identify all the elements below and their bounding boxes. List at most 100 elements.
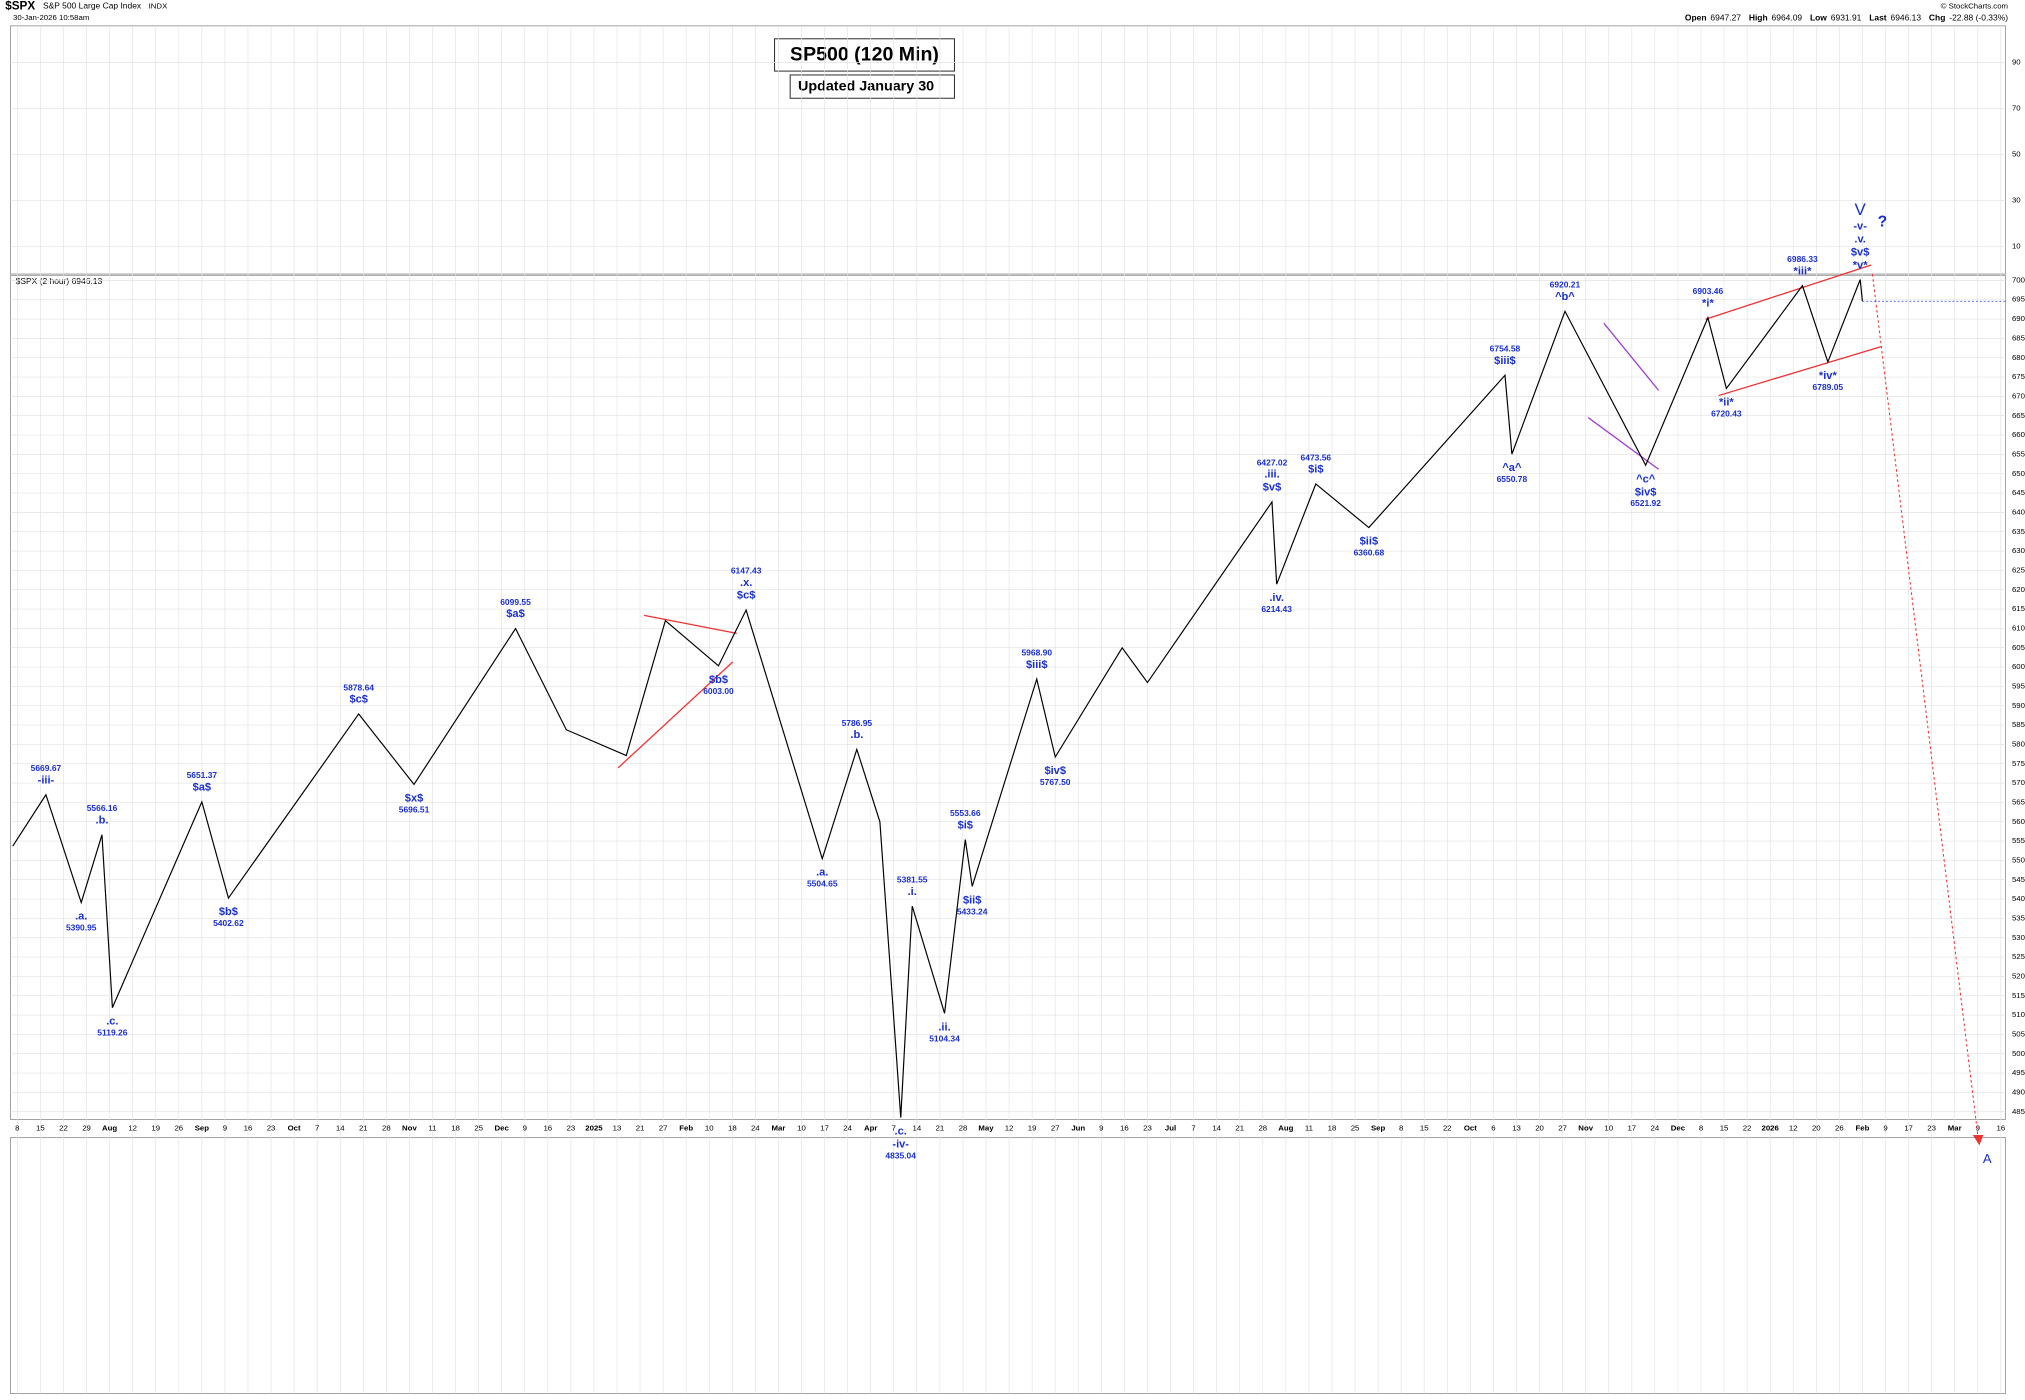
wave-label: $i$ <box>1308 464 1323 476</box>
wave-label: 6903.46 <box>1693 286 1724 296</box>
wave-label: *v* <box>1853 259 1868 271</box>
x-tick-label: 14 <box>912 1124 921 1133</box>
quote-value: 6946.13 <box>1891 12 1922 22</box>
wave-label: ^b^ <box>1555 291 1575 303</box>
x-tick-label: 18 <box>451 1124 460 1133</box>
wave-label: .i. <box>908 886 917 898</box>
y-tick-label: 5850 <box>2012 720 2025 729</box>
x-tick-label: 22 <box>1443 1124 1452 1133</box>
y-tick-label: 5300 <box>2012 933 2025 942</box>
wave-label: 6427.02 <box>1257 457 1288 467</box>
x-tick-label: 2025 <box>585 1124 603 1133</box>
x-tick-label: 15 <box>1420 1124 1429 1133</box>
x-tick-label: 11 <box>1305 1124 1313 1133</box>
wave-label: 6003.00 <box>703 686 734 696</box>
wave-label: 6360.68 <box>1354 548 1385 558</box>
wave-label: ^a^ <box>1502 462 1522 474</box>
y-tick-label: 30 <box>2012 196 2021 205</box>
x-tick-label: Nov <box>402 1124 417 1133</box>
y-tick-label: 5000 <box>2012 1049 2025 1058</box>
x-tick-label: 27 <box>1051 1124 1060 1133</box>
y-tick-label: 6700 <box>2012 391 2025 400</box>
y-tick-label: 70 <box>2012 104 2021 113</box>
x-tick-label: Mar <box>772 1124 786 1133</box>
wave-label: -iv- <box>892 1139 909 1151</box>
index-name: S&P 500 Large Cap Index <box>43 1 142 11</box>
x-tick-label: Oct <box>1464 1124 1477 1133</box>
x-tick-label: 14 <box>336 1124 345 1133</box>
marks: 5669.67-iii-.a.5390.955566.16.b..c.5119.… <box>12 200 2006 1161</box>
x-tick-label: 23 <box>567 1124 576 1133</box>
y-tick-label: 5250 <box>2012 952 2025 961</box>
wave-label: .a. <box>75 911 87 923</box>
wave-label: 5566.16 <box>87 803 118 813</box>
x-tick-label: 2026 <box>1762 1124 1780 1133</box>
wave-label: -v- <box>1853 221 1867 233</box>
x-tick-label: 10 <box>797 1124 806 1133</box>
x-tick-label: 10 <box>705 1124 714 1133</box>
wave-label: 4835.04 <box>885 1151 916 1161</box>
y-tick-label: 4900 <box>2012 1087 2025 1096</box>
x-tick-label: 13 <box>613 1124 622 1133</box>
wave-label: 5696.51 <box>399 805 430 815</box>
title-box <box>774 38 955 72</box>
x-tick-label: 22 <box>59 1124 68 1133</box>
y-tick-label: 5750 <box>2012 759 2025 768</box>
x-tick-label: 8 <box>15 1124 19 1133</box>
x-tick-label: 12 <box>128 1124 137 1133</box>
x-tick-label: 23 <box>267 1124 276 1133</box>
x-tick-label: 19 <box>1028 1124 1037 1133</box>
trendline <box>617 661 734 769</box>
trendline <box>644 614 737 635</box>
x-tick-label: 16 <box>1120 1124 1129 1133</box>
wave-label: .x. <box>740 577 752 589</box>
x-tick-label: 7 <box>1191 1124 1195 1133</box>
subtitle-box <box>789 74 955 99</box>
x-tick-label: 21 <box>936 1124 945 1133</box>
wave-label: 6986.33 <box>1787 254 1818 264</box>
wave-label: .b. <box>96 815 109 827</box>
x-tick-label: 22 <box>1743 1124 1752 1133</box>
y-tick-label: 6000 <box>2012 662 2025 671</box>
wave-label: 6920.21 <box>1550 280 1581 290</box>
legend: $SPX (2 hour) 6946.13 <box>16 276 103 286</box>
x-tick-label: 18 <box>728 1124 737 1133</box>
x-tick-label: 16 <box>543 1124 552 1133</box>
x-tick-label: 26 <box>174 1124 183 1133</box>
wave-label: $c$ <box>349 694 367 706</box>
wave-label: $b$ <box>709 674 728 686</box>
y-tick-label: 5400 <box>2012 894 2025 903</box>
date: 30-Jan-2026 10:58am <box>13 13 89 22</box>
quote-label: Chg <box>1929 12 1945 22</box>
y-tick-label: 5050 <box>2012 1029 2025 1038</box>
wave-label: $v$ <box>1263 482 1281 494</box>
wave-label: 6754.58 <box>1490 344 1521 354</box>
wave-label: 6099.55 <box>500 597 531 607</box>
x-tick-label: Mar <box>1948 1124 1962 1133</box>
wave-label: 5119.26 <box>97 1028 127 1038</box>
y-tick-label: 6050 <box>2012 643 2025 652</box>
x-tick-label: Dec <box>1671 1124 1686 1133</box>
wave-label: .ii. <box>938 1022 950 1034</box>
x-tick-label: Aug <box>102 1124 117 1133</box>
x-tick-label: May <box>978 1124 994 1133</box>
wave-label: 5504.65 <box>807 879 838 889</box>
wave-label: $a$ <box>193 782 211 794</box>
y-tick-label: 50 <box>2012 150 2021 159</box>
credit: © StockCharts.com <box>1941 2 2008 11</box>
x-tick-label: 11 <box>428 1124 436 1133</box>
x-tick-label: 17 <box>1904 1124 1913 1133</box>
wave-label: $x$ <box>405 793 423 805</box>
wave-label: 6789.05 <box>1813 382 1844 392</box>
x-tick-label: Sep <box>1371 1124 1386 1133</box>
y-tick-label: 6950 <box>2012 295 2025 304</box>
quote-value: 6964.09 <box>1772 12 1803 22</box>
wave-label: $v$ <box>1851 246 1869 258</box>
x-tick-label: 24 <box>843 1124 852 1133</box>
wave-label: *iv* <box>1819 370 1838 382</box>
x-tick-label: Feb <box>1856 1124 1870 1133</box>
wave-label: 5433.24 <box>957 906 988 916</box>
y-tick-label: 5200 <box>2012 971 2025 980</box>
